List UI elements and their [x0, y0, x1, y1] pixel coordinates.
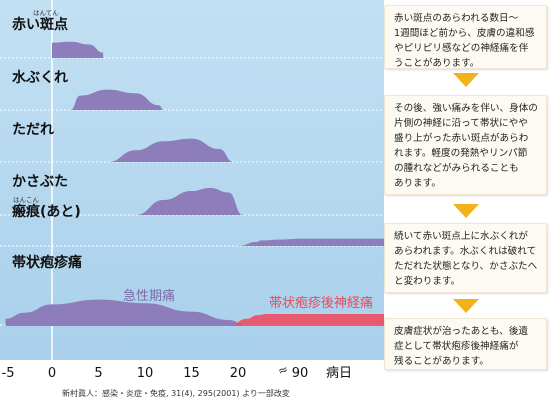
x-tick-label: 20 [230, 366, 247, 381]
description-box-3: 続いて赤い斑点上に水ぶくれが あらわれます。水ぶくれは破れて ただれた状態となり、か… [384, 223, 547, 293]
down-arrow-icon [453, 299, 479, 313]
description-line: あらわれます。水ぶくれは破れて [394, 246, 537, 257]
row-label: ただれ [12, 122, 54, 138]
row-ruby: はんてん [33, 9, 59, 17]
area-水ぶくれ [70, 89, 164, 110]
x-tick-label: 5 [94, 366, 102, 381]
description-line: れます。軽度の発熱やリンパ節 [394, 148, 528, 159]
description-line: と変わります。 [394, 276, 461, 287]
x-tick-label: 10 [137, 366, 154, 381]
x-ticks: -5 0 5 10 15 20 90 [2, 366, 309, 381]
down-arrow-icon [453, 204, 479, 218]
x-tick-label: 15 [183, 366, 200, 381]
row-label: 赤い斑点 [12, 16, 68, 33]
description-line: 片側の神経に沿って帯状にやや [394, 118, 528, 129]
description-line: その後、強い痛みを伴い、身体の [394, 103, 538, 114]
area-瘢痕(あと) [238, 238, 384, 246]
x-tick-label: 90 [292, 366, 309, 381]
area-かさぶた [135, 188, 243, 215]
pain-label-acute: 急性期痛 [123, 288, 175, 304]
axis-break-symbol: ≈ [276, 362, 290, 379]
down-arrow-icon [453, 73, 479, 87]
plot-background [0, 0, 384, 360]
area-series [52, 41, 384, 246]
row-label: 瘢痕(あと) [12, 203, 81, 220]
description-line: 1週間ほど前から、皮膚の違和感 [394, 28, 535, 39]
description-line: ただれた状態となり、かさぶたへ [394, 261, 538, 272]
description-line: 盛り上がった赤い斑点があらわ [394, 133, 529, 144]
area-赤い斑点 [52, 41, 104, 58]
pain-label-phn: 帯状疱疹後神経痛 [269, 295, 373, 311]
description-line: あります。 [394, 178, 442, 189]
description-box-1: 赤い斑点のあらわれる数日～ 1週間ほど前から、皮膚の違和感 やピリピリ感などの神経痛… [384, 5, 547, 69]
description-line: 赤い斑点のあらわれる数日～ [394, 13, 519, 24]
pain-area-2 [228, 314, 384, 326]
pain-series [5, 299, 384, 326]
area-ただれ [107, 138, 234, 162]
source-note: 新村眞人：感染・炎症・免疫, 31(4), 295(2001) より一部改変 [62, 388, 290, 398]
row-label: 帯状疱疹痛 [12, 254, 82, 271]
flow-arrows [453, 73, 479, 313]
description-line: 残ることがあります。 [394, 356, 489, 367]
row-ruby: はんこん [13, 196, 40, 204]
description-box-4: 皮膚症状が治ったあとも、後遺 症として帯状疱疹後神経痛が 残ることがあります。 [384, 318, 547, 370]
pain-labels: 急性期痛 帯状疱疹後神経痛 [123, 288, 373, 311]
x-tick-label: -5 [2, 366, 15, 381]
description-line: 症として帯状疱疹後神経痛が [394, 341, 519, 352]
x-axis-label: 病日 [326, 366, 352, 381]
description-line: やピリピリ感などの神経痛を伴 [394, 43, 529, 54]
description-line: 続いて赤い斑点上に水ぶくれが [394, 231, 529, 242]
description-line: うことがあります。 [394, 58, 480, 69]
row-label: 水ぶくれ [12, 69, 68, 86]
description-line: の腫れなどがみられることも [394, 163, 519, 174]
pain-area-1 [5, 299, 248, 326]
x-tick-label: 0 [48, 366, 56, 381]
description-line: 皮膚症状が治ったあとも、後遺 [394, 326, 529, 337]
row-label: かさぶた [12, 174, 68, 190]
description-box-2: その後、強い痛みを伴い、身体の 片側の神経に沿って帯状にやや 盛り上がった赤い斑点が… [384, 95, 547, 195]
